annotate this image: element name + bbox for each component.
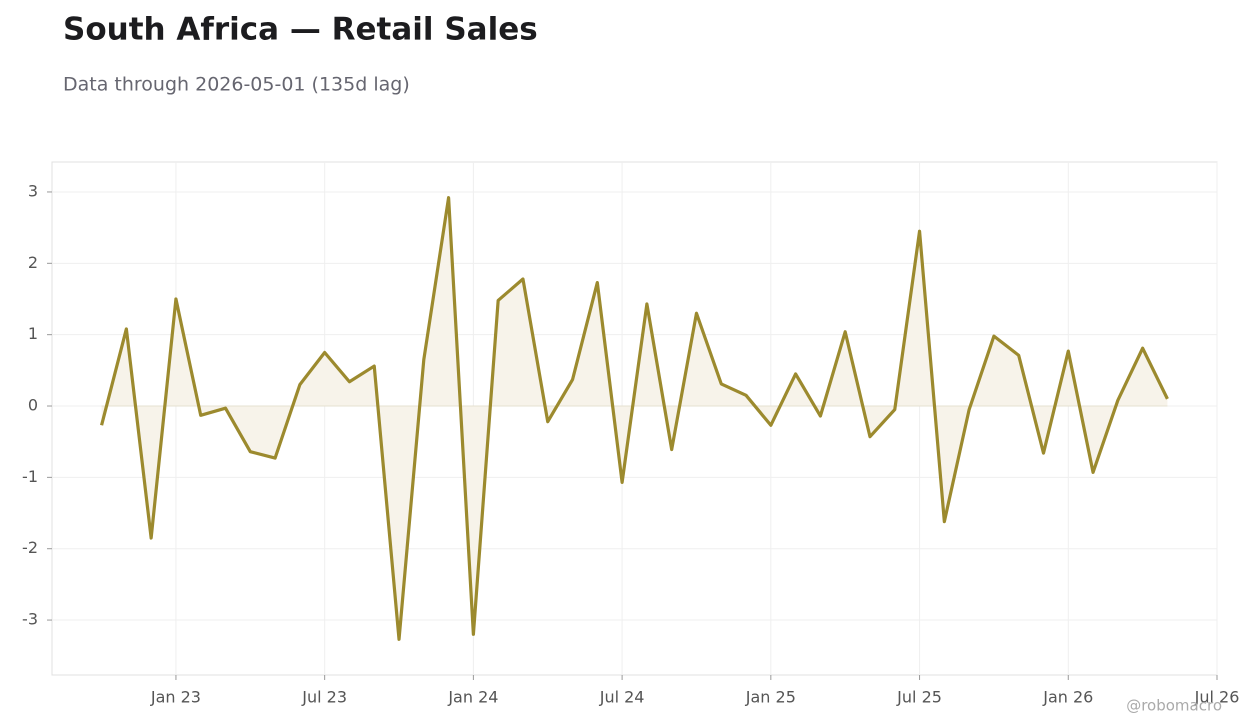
x-tick-label: Jul 26 <box>1194 688 1240 707</box>
watermark: @robomacro <box>1126 697 1222 715</box>
y-tick-label: 0 <box>28 396 38 415</box>
chart-subtitle: Data through 2026-05-01 (135d lag) <box>63 74 410 96</box>
x-tick-label: Jul 25 <box>896 688 942 707</box>
x-tick-label: Jul 24 <box>599 688 645 707</box>
y-tick-label: 3 <box>28 181 38 200</box>
y-tick-label: -2 <box>22 538 38 557</box>
y-tick-label: 2 <box>28 253 38 272</box>
x-tick-label: Jul 23 <box>301 688 347 707</box>
x-tick-label: Jan 24 <box>447 688 498 707</box>
chart-title: South Africa — Retail Sales <box>63 12 538 48</box>
x-tick-label: Jan 23 <box>150 688 201 707</box>
x-tick-label: Jan 25 <box>745 688 796 707</box>
line <box>100 196 1169 641</box>
y-tick-label: -3 <box>22 610 38 629</box>
y-tick-label: 1 <box>28 324 38 343</box>
x-tick-label: Jan 26 <box>1042 688 1093 707</box>
area-fill <box>101 197 1168 640</box>
y-tick-label: -1 <box>22 467 38 486</box>
